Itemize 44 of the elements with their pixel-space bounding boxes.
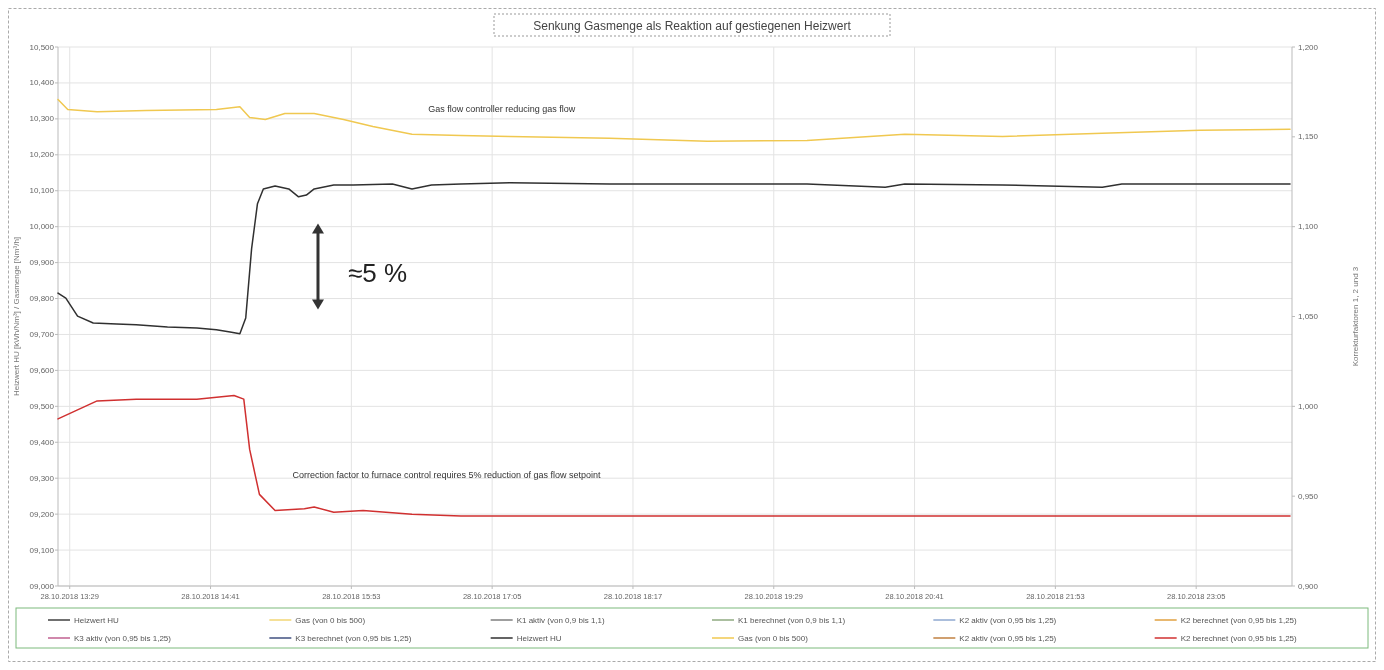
y-tick-label: 10,000 <box>29 222 55 232</box>
y-tick-label: 09,000 <box>29 581 55 591</box>
y2-tick-label: 1,100 <box>1298 222 1319 232</box>
y-tick-label: 10,400 <box>29 78 55 88</box>
legend-label: K2 aktiv (von 0,95 bis 1,25) <box>959 633 1057 643</box>
y-axis-title: Heizwert HU [kWh/Nm³] / Gasmenge [Nm³/h] <box>12 236 21 397</box>
legend-label: K3 berechnet (von 0,95 bis 1,25) <box>295 633 412 643</box>
legend-label: K3 aktiv (von 0,95 bis 1,25) <box>74 633 172 643</box>
line-series <box>57 98 1291 142</box>
y2-tick-label: 0,950 <box>1298 491 1319 501</box>
annotation: Correction factor to furnace control requires 5% reduction of gas flow setpoint <box>292 470 602 481</box>
legend-label: Heizwert HU <box>516 633 562 643</box>
legend-label: Gas (von 0 bis 500) <box>295 615 366 625</box>
y-tick-label: 09,700 <box>29 330 55 340</box>
y-tick-label: 09,600 <box>29 365 55 375</box>
y-tick-label: 10,200 <box>29 150 55 160</box>
legend-label: Heizwert HU <box>74 615 120 625</box>
line-series <box>57 394 1291 517</box>
y2-tick-label: 0,900 <box>1298 581 1319 591</box>
y-tick-label: 10,500 <box>29 42 55 52</box>
y-tick-label: 09,100 <box>29 545 55 555</box>
legend-label: K1 berechnet (von 0,9 bis 1,1) <box>738 615 846 625</box>
y2-tick-label: 1,050 <box>1298 312 1319 322</box>
chart-title: Senkung Gasmenge als Reaktion auf gestiegenen Heizwert <box>533 19 852 33</box>
y-tick-label: 09,300 <box>29 473 55 483</box>
y-tick-label: 09,500 <box>29 401 55 411</box>
y-tick-label: 09,200 <box>29 509 55 519</box>
legend-label: K2 berechnet (von 0,95 bis 1,25) <box>1180 615 1298 625</box>
line-series <box>57 182 1291 335</box>
annotation: Gas flow controller reducing gas flow <box>428 103 576 114</box>
y2-axis-title: Korrekturfaktoren 1, 2 und 3 <box>1351 266 1360 367</box>
legend-label: Gas (von 0 bis 500) <box>738 633 809 643</box>
annotation: ≈5 % <box>347 258 408 289</box>
legend-label: K1 aktiv (von 0,9 bis 1,1) <box>516 615 606 625</box>
y-tick-label: 09,400 <box>29 437 55 447</box>
y-tick-label: 10,300 <box>29 114 55 124</box>
legend-label: K2 aktiv (von 0,95 bis 1,25) <box>959 615 1057 625</box>
y2-tick-label: 1,000 <box>1298 401 1319 411</box>
y-tick-label: 10,100 <box>29 186 55 196</box>
y-tick-label: 09,800 <box>29 294 55 304</box>
y2-tick-label: 1,200 <box>1298 42 1319 52</box>
legend-label: K2 berechnet (von 0,95 bis 1,25) <box>1180 633 1298 643</box>
y2-tick-label: 1,150 <box>1298 132 1319 142</box>
y-tick-label: 09,900 <box>29 258 55 268</box>
